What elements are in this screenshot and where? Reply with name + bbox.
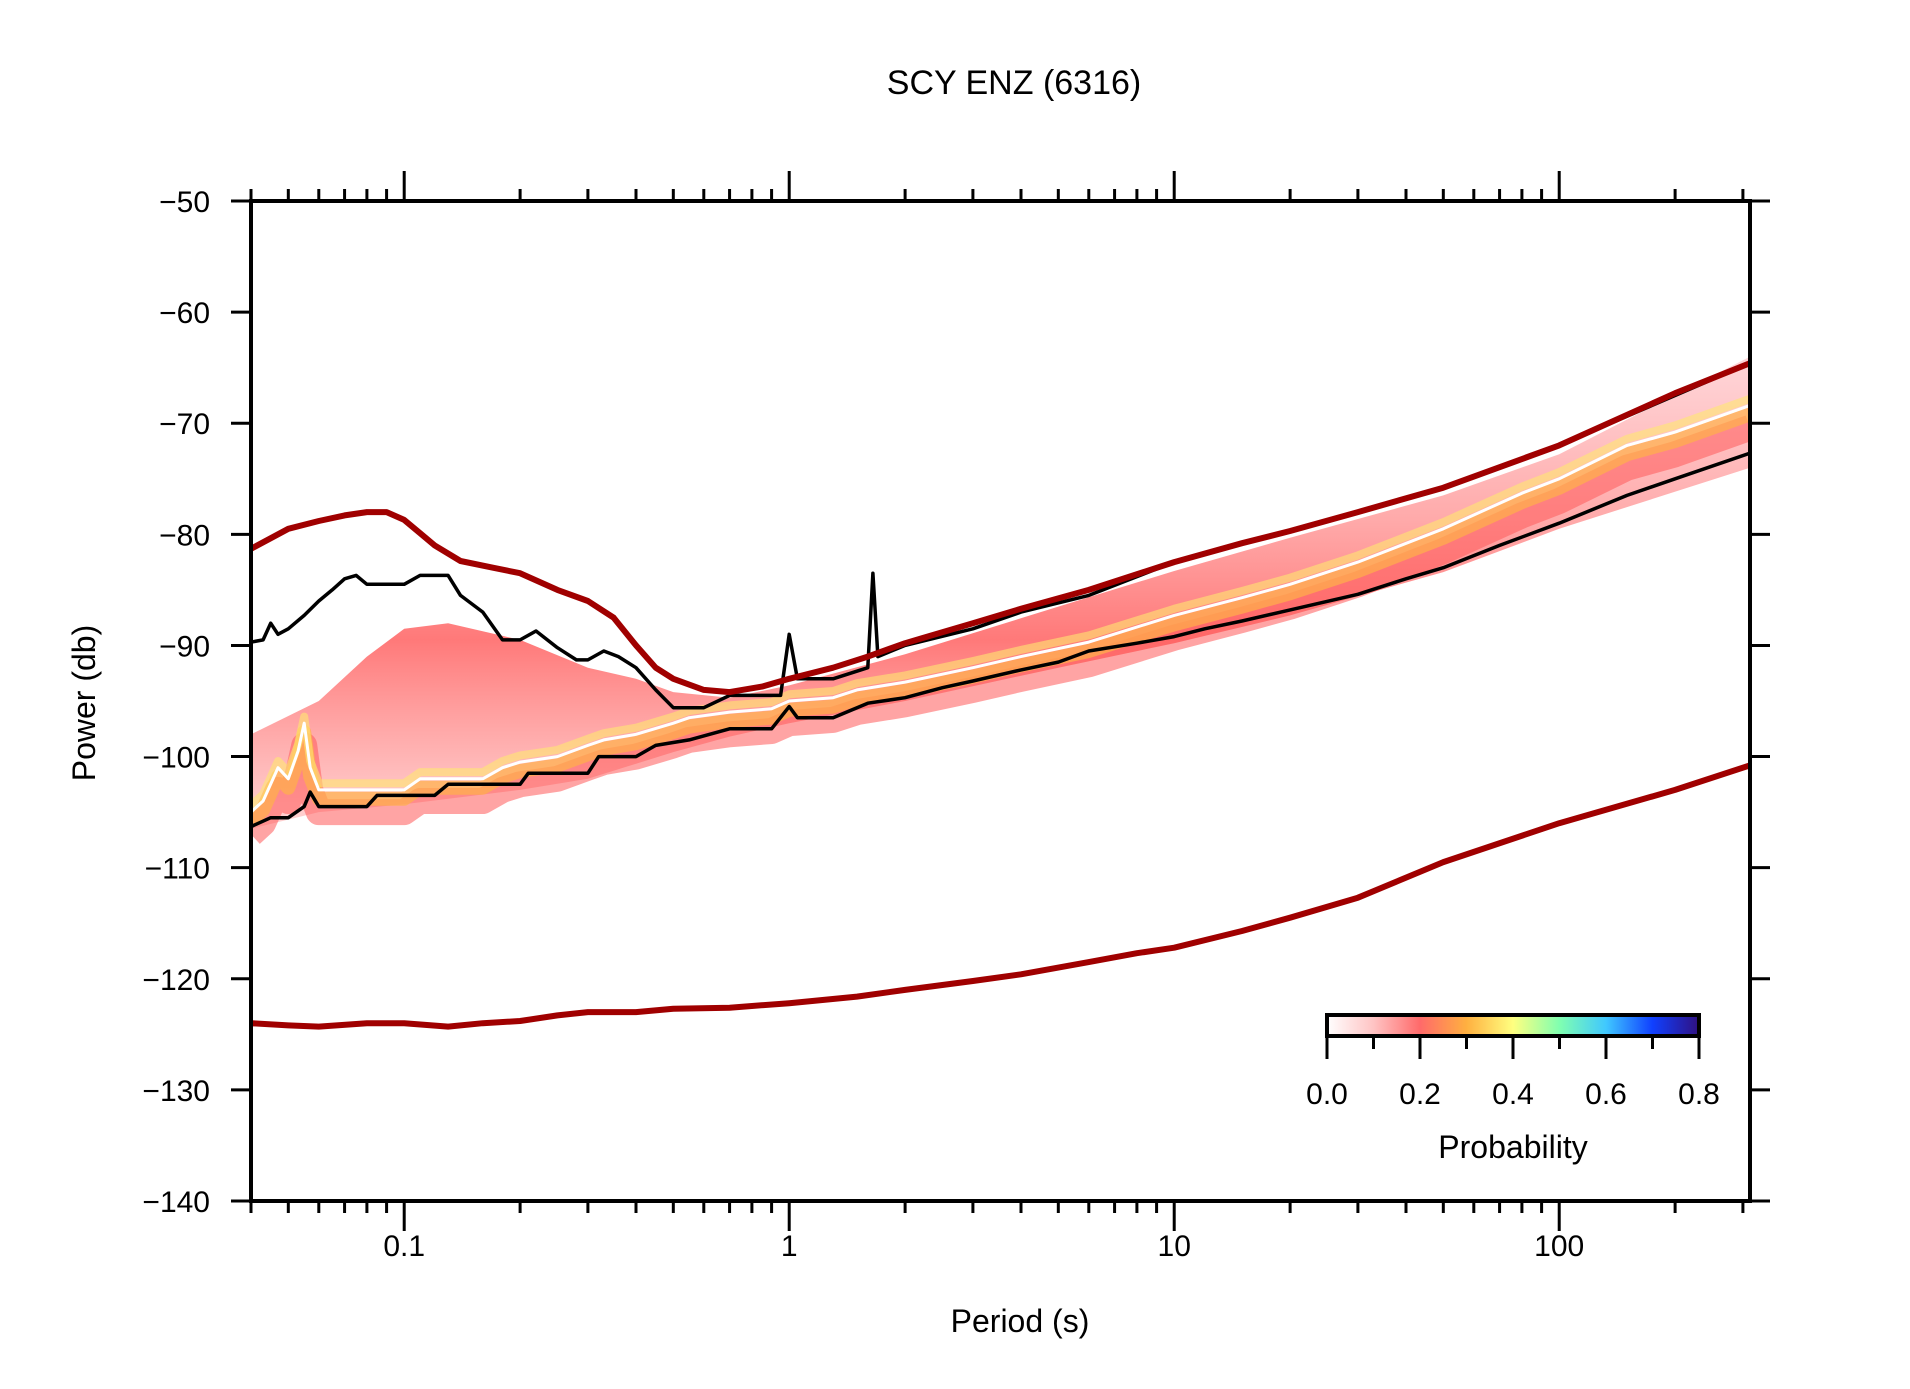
probability-density [251, 356, 1750, 844]
plot-frame [249, 199, 1752, 1203]
colorbar-tick-label: 0.6 [1585, 1078, 1627, 1111]
colorbar-tick-label: 0.8 [1678, 1078, 1720, 1111]
x-axis-label: Period (s) [951, 1303, 1090, 1339]
y-tick-label: −100 [142, 742, 210, 775]
colorbar-ticks: 0.0 0.2 0.4 0.6 0.8 [1306, 1037, 1720, 1111]
x-tick-label: 1 [781, 1230, 798, 1263]
colorbar-tick-label: 0.4 [1492, 1078, 1534, 1111]
y-tick-label: −60 [159, 297, 210, 330]
y-axis-label: Power (db) [66, 625, 102, 782]
colorbar-tick-label: 0.0 [1306, 1078, 1348, 1111]
density-core-high [251, 395, 1750, 809]
series-minimum [251, 451, 1750, 829]
y-tick-label: −70 [159, 408, 210, 441]
series-nlnm [251, 762, 1750, 1030]
colorbar-tick-label: 0.2 [1399, 1078, 1441, 1111]
x-tick-label: 100 [1534, 1230, 1584, 1263]
series-mode [251, 403, 1750, 814]
colorbar: 0.0 0.2 0.4 0.6 0.8 Probability [1306, 1013, 1720, 1165]
x-tick-label: 10 [1158, 1230, 1191, 1263]
y-tick-label: −130 [142, 1075, 210, 1108]
series-nhnm [251, 360, 1750, 696]
chart-title: SCY ENZ (6316) [887, 64, 1141, 102]
x-axis: 0.1 1 10 100 [231, 171, 1745, 1263]
plot-area [251, 356, 1750, 1030]
y-tick-label: −50 [159, 186, 210, 219]
colorbar-label: Probability [1438, 1129, 1587, 1165]
density-band [251, 356, 1750, 829]
series-lines [251, 360, 1750, 1030]
x-tick-label: 0.1 [383, 1230, 425, 1263]
density-core-mid [251, 407, 1750, 827]
y-tick-label: −120 [142, 964, 210, 997]
y-tick-label: −140 [142, 1186, 210, 1219]
colorbar-frame [1325, 1013, 1701, 1038]
y-tick-label: −80 [159, 519, 210, 552]
y-tick-label: −90 [159, 630, 210, 663]
colorbar-gradient [1327, 1015, 1699, 1036]
series-maximum [251, 361, 1750, 710]
y-tick-label: −110 [145, 853, 210, 886]
y-axis: −50 −60 −70 −80 −90 −100 −110 −120 −130 −140 [142, 186, 1770, 1219]
